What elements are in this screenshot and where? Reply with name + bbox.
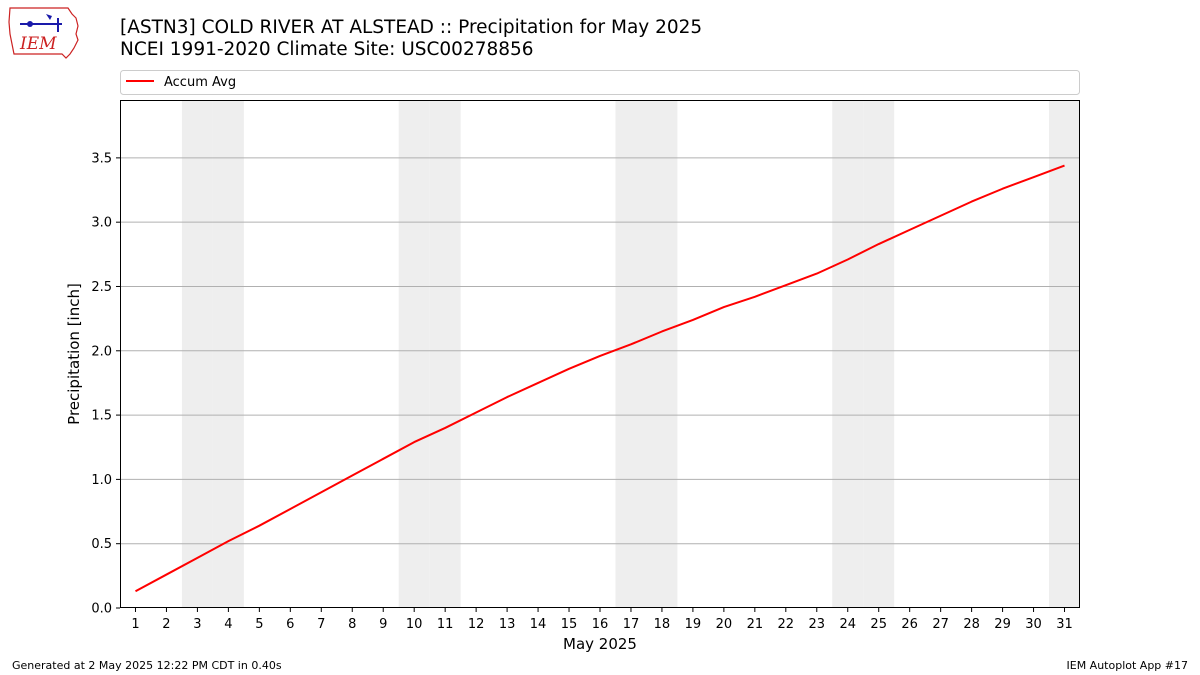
- y-tick-label: 3.0: [91, 216, 112, 231]
- legend-box: [120, 70, 1080, 95]
- x-tick-label: 27: [932, 617, 949, 632]
- weekend-band-11: [429, 100, 461, 608]
- x-tick-label: 13: [499, 617, 516, 632]
- weekend-band-25: [863, 100, 895, 608]
- chart-subtitle: NCEI 1991-2020 Climate Site: USC00278856: [120, 39, 534, 60]
- y-tick-label: 2.0: [91, 344, 112, 359]
- x-tick-label: 21: [747, 617, 764, 632]
- weekend-band-24: [832, 100, 864, 608]
- y-tick-label: 0.0: [91, 602, 112, 617]
- x-tick-label: 4: [224, 617, 232, 632]
- x-tick-label: 30: [1025, 617, 1042, 632]
- x-tick-label: 15: [561, 617, 578, 632]
- weekend-band-18: [646, 100, 678, 608]
- iowa-outline-icon: [8, 7, 79, 59]
- x-tick-label: 2: [162, 617, 170, 632]
- y-tick-label: 1.5: [91, 409, 112, 424]
- weekend-bands: [181, 100, 1080, 608]
- x-axis-label: May 2025: [563, 635, 637, 653]
- y-axis-label: Precipitation [inch]: [65, 283, 83, 425]
- x-tick-label: 24: [839, 617, 856, 632]
- y-gridlines: [120, 157, 1080, 545]
- weekend-band-3: [181, 100, 213, 608]
- y-tick-label: 2.5: [91, 280, 112, 295]
- x-tick-label: 11: [437, 617, 454, 632]
- x-tick-label: 20: [716, 617, 733, 632]
- weekend-band-10: [398, 100, 430, 608]
- x-tick-label: 31: [1056, 617, 1073, 632]
- x-tick-label: 26: [901, 617, 918, 632]
- x-tick-label: 17: [623, 617, 640, 632]
- x-tick-label: 25: [870, 617, 887, 632]
- legend: Accum Avg: [120, 70, 1080, 95]
- weekend-band-4: [212, 100, 244, 608]
- x-tick-label: 16: [592, 617, 609, 632]
- x-tick-label: 18: [654, 617, 671, 632]
- x-tick-label: 7: [317, 617, 325, 632]
- app-credit: IEM Autoplot App #17: [1066, 659, 1189, 672]
- x-tick-label: 3: [193, 617, 201, 632]
- iem-logo: IEM: [8, 7, 79, 59]
- y-tick-label: 3.5: [91, 151, 112, 166]
- x-tick-label: 5: [255, 617, 263, 632]
- generated-timestamp: Generated at 2 May 2025 12:22 PM CDT in …: [12, 659, 282, 672]
- y-axis: 0.0 0.5 1.0 1.5 2.0 2.5 3.0 3.5: [91, 151, 120, 617]
- chart-title: [ASTN3] COLD RIVER AT ALSTEAD :: Precipi…: [120, 17, 703, 38]
- x-tick-label: 19: [685, 617, 702, 632]
- x-axis: 1 2 3 4 5 6 7 8 9 10 11 12 13 14 15 16 17 18 19 20 21 22 23 24 2…: [131, 608, 1073, 632]
- x-tick-label: 23: [809, 617, 826, 632]
- x-tick-label: 12: [468, 617, 485, 632]
- x-tick-label: 28: [963, 617, 980, 632]
- series-layer: [135, 164, 1065, 593]
- x-tick-label: 8: [348, 617, 356, 632]
- y-tick-label: 1.0: [91, 473, 112, 488]
- legend-label-accum-avg: Accum Avg: [164, 75, 236, 90]
- x-tick-label: 10: [406, 617, 423, 632]
- x-tick-label: 6: [286, 617, 294, 632]
- weekend-band-31: [1049, 100, 1080, 608]
- weekend-band-17: [615, 100, 647, 608]
- series-line-accum-avg: [135, 164, 1065, 593]
- logo-text: IEM: [19, 34, 57, 54]
- x-tick-label: 22: [778, 617, 795, 632]
- x-tick-label: 9: [379, 617, 387, 632]
- y-tick-label: 0.5: [91, 537, 112, 552]
- x-tick-label: 14: [530, 617, 547, 632]
- x-tick-label: 29: [994, 617, 1011, 632]
- plot-frame: [120, 100, 1080, 608]
- x-tick-label: 1: [131, 617, 139, 632]
